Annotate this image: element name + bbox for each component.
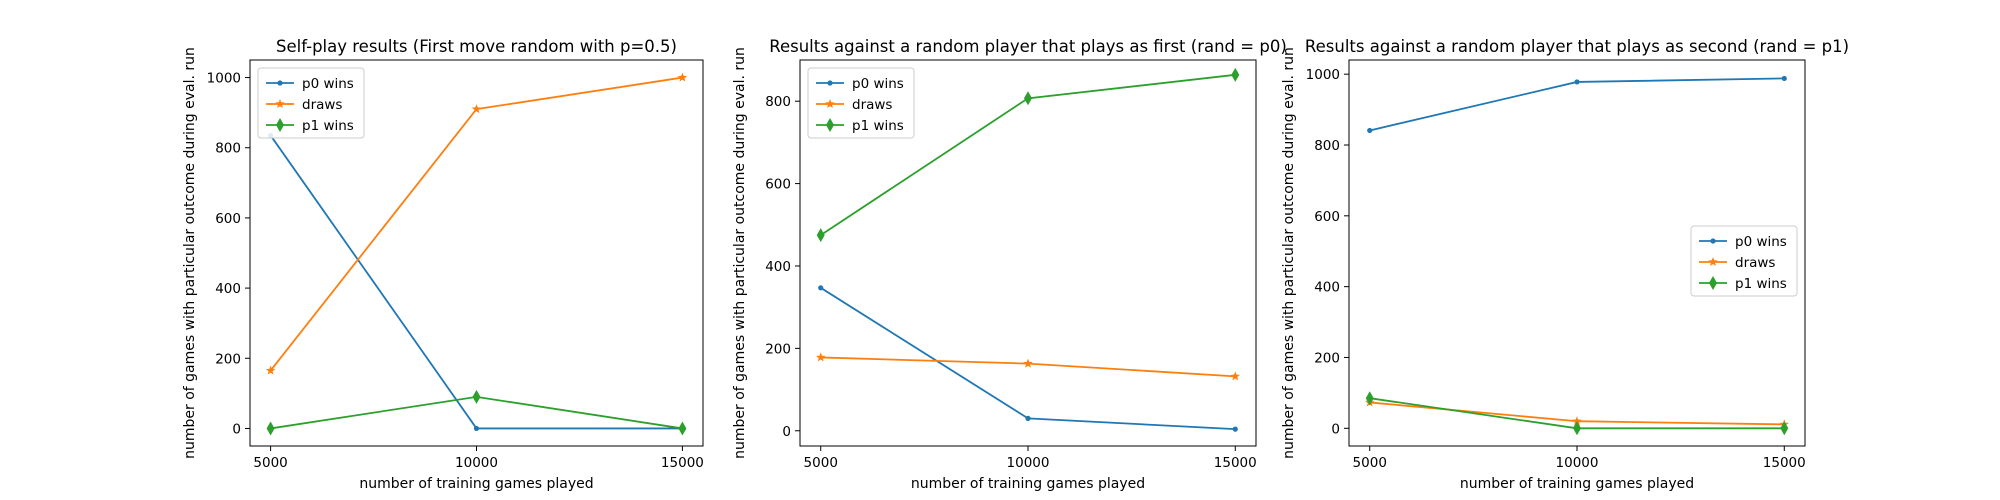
data-point-p0-wins — [818, 285, 824, 291]
data-point-draws — [471, 104, 482, 114]
y-tick-label: 0 — [232, 421, 241, 437]
legend-label: p0 wins — [852, 76, 904, 92]
y-tick-label: 800 — [765, 94, 791, 110]
legend-box — [807, 67, 915, 139]
legend-label: draws — [1735, 255, 1775, 271]
x-tick-label: 15000 — [661, 455, 704, 471]
data-point-p0-wins — [1781, 75, 1787, 82]
legend: p0 wins draws p1 wins — [1690, 225, 1798, 297]
data-point-draws — [1572, 416, 1582, 426]
y-tick-label: 0 — [782, 424, 791, 440]
legend-marker — [1710, 238, 1716, 244]
y-axis-label: number of games with particular outcome … — [182, 47, 198, 459]
y-tick-label: 400 — [765, 259, 791, 275]
x-tick-label: 15000 — [1214, 455, 1257, 471]
x-tick-label: 10000 — [1007, 455, 1050, 471]
x-tick-label: 5000 — [1353, 455, 1387, 471]
data-point-draws — [1023, 358, 1033, 368]
series-line-p0-wins — [269, 134, 683, 430]
chart-panel-3: Results against a random player that pla… — [1281, 37, 1849, 492]
x-tick-label: 5000 — [253, 455, 287, 471]
x-tick-label: 10000 — [1556, 455, 1599, 471]
data-point-p0-wins — [1574, 79, 1580, 85]
chart-panel-2: Results against a random player that pla… — [732, 37, 1287, 492]
legend-box — [257, 67, 365, 139]
legend-label: p1 wins — [1735, 276, 1787, 292]
data-point-p1-wins — [1780, 421, 1789, 436]
data-point-p0-wins — [1367, 127, 1373, 134]
legend-label: draws — [302, 97, 342, 113]
legend: p0 wins draws p1 wins — [257, 67, 365, 139]
chart-title: Results against a random player that pla… — [769, 37, 1287, 56]
x-tick-label: 5000 — [804, 455, 838, 471]
data-point-p1-wins — [1024, 91, 1032, 106]
legend: p0 wins draws p1 wins — [807, 67, 915, 139]
legend-label: draws — [852, 97, 892, 113]
legend-label: p0 wins — [302, 76, 354, 92]
y-tick-label: 600 — [1314, 209, 1340, 225]
y-tick-label: 800 — [1314, 138, 1340, 154]
data-point-p0-wins — [1025, 415, 1031, 421]
y-axis-label: number of games with particular outcome … — [732, 47, 748, 459]
legend-marker — [1708, 257, 1718, 267]
legend-label: p0 wins — [1735, 234, 1787, 250]
y-tick-label: 200 — [215, 351, 241, 367]
legend-marker — [1709, 276, 1717, 290]
x-axis-label: number of training games played — [911, 476, 1145, 492]
y-tick-label: 800 — [215, 141, 241, 157]
chart-panel-1: Self-play results (First move random wit… — [182, 37, 704, 492]
data-point-p1-wins — [1573, 421, 1581, 436]
y-tick-label: 400 — [1314, 280, 1340, 296]
legend-box — [1690, 225, 1798, 297]
data-point-p1-wins — [1365, 391, 1374, 406]
data-point-p1-wins — [816, 228, 825, 243]
data-point-p0-wins — [1232, 426, 1238, 432]
data-point-p1-wins — [472, 389, 481, 404]
data-point-p0-wins — [473, 425, 480, 432]
legend-marker — [276, 118, 284, 132]
x-tick-label: 10000 — [455, 455, 498, 471]
data-point-draws — [1230, 371, 1241, 381]
y-tick-label: 1000 — [207, 71, 241, 87]
data-point-draws — [677, 72, 688, 82]
legend-label: p1 wins — [302, 118, 354, 134]
y-tick-label: 0 — [1331, 421, 1340, 437]
x-axis-label: number of training games played — [359, 476, 593, 492]
chart-title: Results against a random player that pla… — [1305, 37, 1849, 56]
legend-marker — [826, 118, 834, 132]
legend-label: p1 wins — [852, 118, 904, 134]
legend-marker — [277, 80, 283, 86]
y-tick-label: 1000 — [1306, 67, 1340, 83]
x-axis-label: number of training games played — [1460, 476, 1694, 492]
legend-marker — [275, 99, 285, 109]
series-line-p0-wins — [1369, 77, 1785, 132]
data-point-draws — [815, 352, 826, 362]
data-point-p1-wins — [1231, 67, 1240, 82]
data-point-p1-wins — [266, 421, 275, 436]
data-point-draws — [265, 365, 276, 375]
legend-marker — [827, 80, 833, 86]
y-tick-label: 200 — [765, 341, 791, 357]
y-tick-label: 600 — [215, 211, 241, 227]
x-tick-label: 15000 — [1763, 455, 1806, 471]
y-axis-label: number of games with particular outcome … — [1281, 47, 1297, 459]
y-tick-label: 200 — [1314, 350, 1340, 366]
y-tick-label: 600 — [765, 177, 791, 193]
chart-title: Self-play results (First move random wit… — [276, 37, 677, 56]
legend-marker — [825, 99, 835, 109]
data-point-p1-wins — [678, 421, 687, 436]
y-tick-label: 400 — [215, 281, 241, 297]
